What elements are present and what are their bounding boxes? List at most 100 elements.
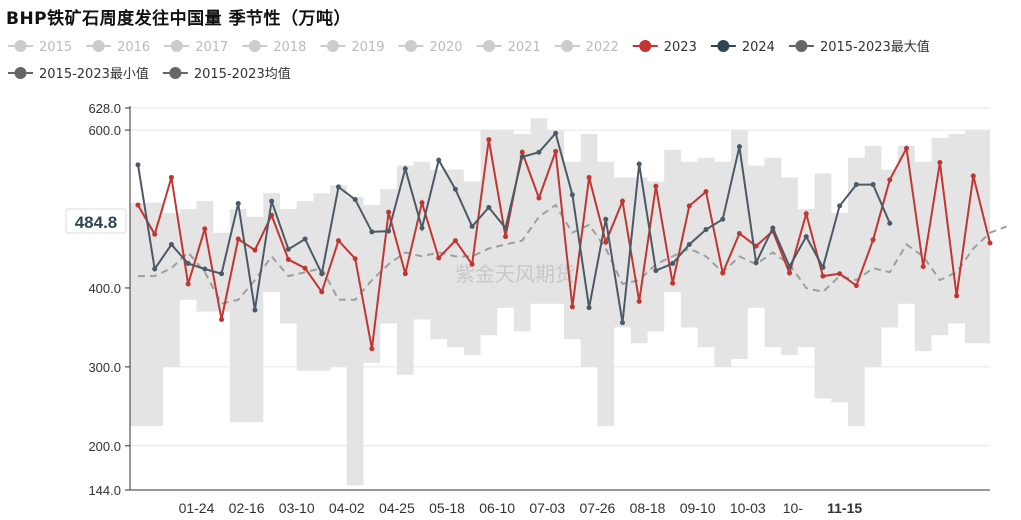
point-2023-40	[787, 270, 793, 276]
point-2023-43	[837, 271, 843, 277]
point-2023-2	[152, 231, 158, 237]
point-2024-16	[386, 228, 392, 234]
legend-marker	[14, 40, 27, 52]
legend-label: 2017	[195, 40, 228, 55]
min-max-band	[130, 118, 990, 486]
point-2023-29	[603, 239, 609, 245]
legend-item-2015-2023均值[interactable]: 2015-2023均值	[162, 66, 291, 82]
legend-label: 2015-2023均值	[194, 66, 291, 82]
pointer-box	[65, 208, 127, 234]
point-2023-18	[419, 200, 425, 206]
legend-item-2018[interactable]: 2018	[242, 40, 306, 55]
point-2024-45	[870, 182, 876, 188]
legend-label: 2018	[273, 40, 306, 55]
point-2023-24	[519, 149, 525, 155]
legend-item-2021[interactable]: 2021	[476, 40, 541, 55]
point-2023-41	[803, 211, 809, 217]
series-line-2023	[137, 139, 991, 349]
legend-marker	[717, 40, 730, 52]
legend-item-2019[interactable]: 2019	[320, 40, 384, 55]
point-2024-35	[703, 227, 709, 233]
legend-label: 2015-2023最小值	[39, 66, 149, 82]
point-2024-22	[486, 204, 492, 210]
max-min-area	[130, 118, 990, 486]
x-tick-label: 04-02	[329, 500, 365, 516]
point-2023-8	[252, 247, 258, 253]
legend-label: 2024	[742, 40, 775, 55]
point-2023-42	[820, 273, 826, 279]
point-2024-39	[770, 225, 776, 231]
x-tick-label: 11-15	[827, 500, 862, 516]
point-2023-17	[402, 271, 408, 277]
point-2023-22	[486, 137, 492, 143]
point-2024-13	[335, 184, 341, 190]
x-tick-label: 08-18	[630, 500, 666, 516]
series-line-2015-2023均值	[138, 203, 1008, 305]
point-2024-32	[653, 268, 659, 274]
legend-label: 2023	[664, 40, 697, 55]
x-tick-label: 09-10	[680, 500, 716, 516]
legend-label: 2015-2023最大值	[820, 39, 930, 55]
y-tick-label: 400.0	[88, 281, 121, 296]
legend-item-2022[interactable]: 2022	[554, 40, 619, 55]
point-2024-6	[219, 271, 225, 277]
x-tick-label: 10-	[783, 500, 804, 516]
legend-marker	[169, 67, 182, 79]
legend-marker	[795, 40, 808, 52]
point-2024-42	[820, 264, 826, 270]
point-2023-10	[285, 257, 291, 263]
legend-marker	[404, 40, 417, 52]
point-2023-44	[853, 283, 859, 289]
legend-item-2015-2023最小值[interactable]: 2015-2023最小值	[8, 66, 149, 82]
point-2024-21	[469, 223, 475, 229]
point-2024-34	[686, 242, 692, 248]
legend-item-2024[interactable]: 2024	[710, 40, 775, 55]
y-tick-label: 144.0	[88, 483, 121, 498]
axis-pointer-label: 484.8	[65, 208, 127, 234]
watermark: 紫金天风期货	[455, 262, 575, 286]
legend-item-2015-2023最大值[interactable]: 2015-2023最大值	[788, 39, 930, 55]
legend-item-2023[interactable]: 2023	[632, 40, 697, 55]
x-tick-label: 01-24	[179, 500, 215, 516]
y-tick-label: 600.0	[88, 123, 121, 138]
point-2024-41	[803, 234, 809, 240]
series-line-2024	[137, 131, 891, 323]
point-2024-33	[670, 260, 676, 266]
point-2023-47	[903, 145, 909, 151]
point-2024-28	[586, 305, 592, 311]
legend-label: 2021	[508, 40, 541, 55]
point-2023-19	[436, 255, 442, 261]
point-2023-36	[720, 270, 726, 276]
y-tick-label: 300.0	[88, 360, 121, 375]
x-tick-label: 10-03	[730, 500, 766, 516]
legend-marker	[561, 40, 574, 52]
point-2023-1	[135, 202, 141, 208]
legend-marker	[483, 40, 496, 52]
point-2023-33	[670, 280, 676, 286]
point-2024-31	[636, 161, 642, 167]
watermark-text: 紫金天风期货	[455, 262, 575, 286]
point-2024-11	[302, 236, 308, 242]
point-2024-38	[753, 260, 759, 266]
legend-item-2016[interactable]: 2016	[86, 40, 150, 55]
legend-item-2020[interactable]: 2020	[398, 40, 463, 55]
point-2023-31	[636, 298, 642, 304]
point-2024-23	[503, 225, 509, 231]
legend-marker	[14, 67, 27, 79]
x-tick-label: 07-26	[580, 500, 616, 516]
legend-item-2015[interactable]: 2015	[8, 40, 72, 55]
point-2023-6	[219, 317, 225, 323]
point-2023-32	[653, 183, 659, 189]
point-2023-16	[386, 209, 392, 215]
legend-label: 2015	[39, 40, 72, 55]
legend-item-2017[interactable]: 2017	[164, 40, 228, 55]
point-2024-30	[619, 320, 625, 326]
point-2024-2	[152, 266, 158, 272]
x-tick-label: 05-18	[429, 500, 465, 516]
x-tick-label: 04-25	[379, 500, 415, 516]
point-2023-7	[235, 236, 241, 242]
series-2023	[135, 137, 993, 352]
point-2024-18	[419, 225, 425, 231]
legend-label: 2019	[351, 40, 384, 55]
point-2023-5	[202, 226, 208, 232]
